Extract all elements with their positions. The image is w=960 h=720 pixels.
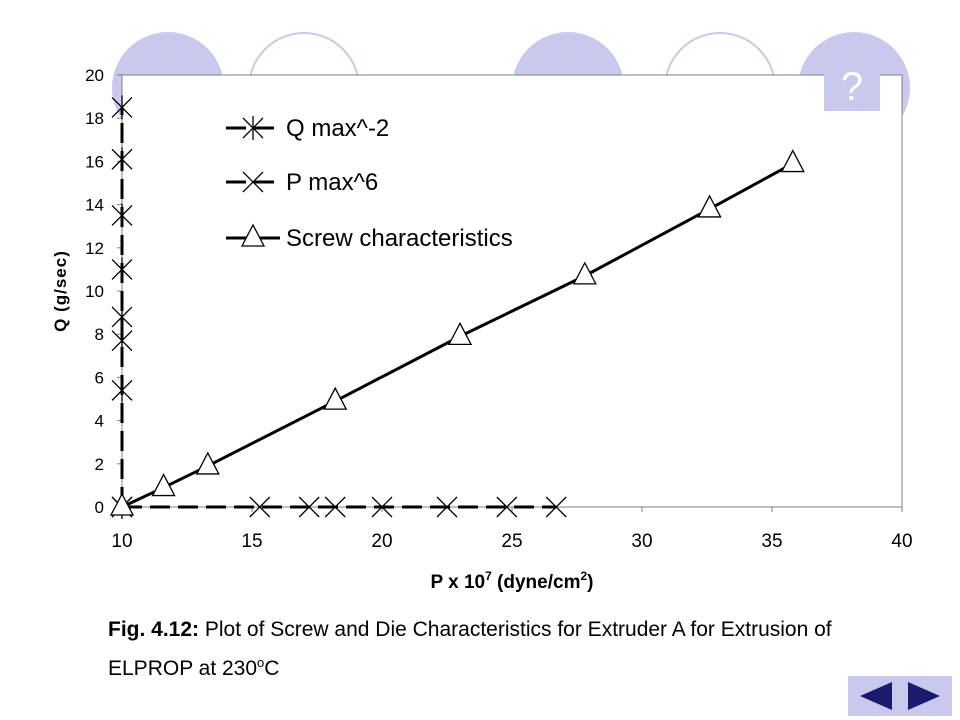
triangle-marker [240, 223, 266, 247]
x-tick-label: 30 [631, 531, 652, 552]
x-marker [496, 496, 518, 518]
legend-item: Screw characteristics [226, 223, 513, 252]
caption-unit: C [264, 657, 280, 680]
y-tick-label: 2 [95, 455, 104, 474]
x-marker [324, 496, 346, 518]
asterisk-marker [111, 304, 133, 329]
triangle-marker [195, 451, 220, 475]
triangle-marker [151, 473, 176, 497]
triangle-marker [697, 194, 722, 218]
x-tick-label: 10 [111, 531, 132, 552]
slide-navigation [848, 676, 952, 716]
y-tick-label: 8 [95, 325, 104, 344]
triangle-marker [780, 149, 805, 173]
legend-item: P max^6 [226, 169, 378, 196]
asterisk-marker [111, 328, 133, 353]
legend: Q max^-2 P max^6 Screw characteristics [226, 115, 513, 252]
y-tick-label: 20 [85, 66, 104, 85]
asterisk-marker [111, 95, 133, 120]
figure-label: Fig. 4.12: [108, 618, 200, 641]
asterisk-marker [111, 203, 133, 228]
caption-line-2: ELPROP at 230oC [108, 646, 868, 685]
caption-text-1: Plot of Screw and Die Characteristics fo… [204, 618, 832, 641]
legend-item: Q max^-2 [226, 115, 389, 142]
series-line [121, 162, 794, 509]
asterisk-marker [111, 378, 133, 403]
legend-label: Screw characteristics [286, 225, 513, 252]
prev-slide-button[interactable] [858, 682, 894, 710]
y-tick-label: 14 [85, 196, 104, 215]
y-tick-label: 6 [95, 368, 104, 387]
series-triangle [109, 149, 805, 516]
x-marker [298, 496, 320, 518]
y-axis-label: Q (g/sec) [51, 250, 70, 332]
y-tick-label: 4 [95, 412, 104, 431]
question-mark-icon: ? [840, 64, 864, 109]
x-marker [436, 496, 458, 518]
x-tick-label: 40 [891, 531, 912, 552]
figure-caption: Fig. 4.12: Plot of Screw and Die Charact… [108, 613, 868, 685]
x-marker [371, 496, 393, 518]
x-axis: 10 15 20 25 30 35 40 [111, 507, 913, 552]
x-axis-label: P x 107 (dyne/cm2) [431, 569, 594, 593]
next-slide-button[interactable] [906, 682, 942, 710]
asterisk-marker [111, 147, 133, 172]
asterisk-marker [111, 257, 133, 282]
triangle-marker [323, 386, 348, 410]
y-axis: 0 2 4 6 8 10 12 14 16 18 20 [85, 66, 122, 517]
plot-area [122, 75, 902, 507]
x-tick-label: 25 [501, 531, 522, 552]
caption-degree: o [257, 655, 265, 670]
x-tick-label: 15 [241, 531, 262, 552]
y-tick-label: 0 [95, 498, 104, 517]
y-tick-label: 16 [85, 152, 104, 171]
triangle-marker [572, 261, 597, 285]
y-tick-label: 18 [85, 109, 104, 128]
left-triangle-icon [860, 682, 892, 710]
asterisk-marker [242, 116, 264, 140]
help-button[interactable]: ? [824, 63, 880, 111]
x-tick-label: 20 [371, 531, 392, 552]
right-triangle-icon [908, 682, 940, 710]
series-layer [109, 95, 805, 519]
x-marker [242, 171, 264, 193]
x-marker [249, 496, 271, 518]
caption-text-2: ELPROP at 230 [108, 657, 258, 680]
legend-label: P max^6 [286, 169, 378, 196]
y-tick-label: 12 [85, 239, 104, 258]
x-tick-label: 35 [761, 531, 782, 552]
triangle-marker [447, 321, 473, 346]
caption-line-1: Fig. 4.12: Plot of Screw and Die Charact… [108, 613, 868, 646]
x-marker [545, 496, 567, 518]
legend-label: Q max^-2 [286, 115, 389, 142]
triangle-marker [109, 492, 135, 516]
y-tick-label: 10 [85, 282, 104, 301]
